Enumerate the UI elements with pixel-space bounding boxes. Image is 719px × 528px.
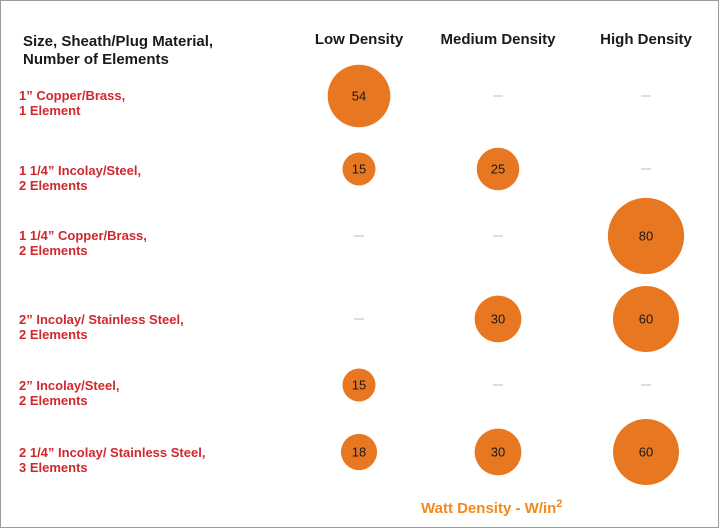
row-label-line: 1 Element — [19, 103, 81, 118]
bubble — [342, 368, 376, 402]
row-label-line: 2 Elements — [19, 178, 88, 193]
bubble-value-label: 80 — [639, 229, 653, 244]
row-label-line: 2 1/4” Incolay/ Stainless Steel, — [19, 445, 206, 460]
bubble — [327, 64, 391, 128]
value-axis-label-superscript: 2 — [556, 498, 563, 510]
bubble-value-label: 60 — [639, 312, 653, 327]
bubble-value-label: 60 — [639, 445, 653, 460]
bubble — [607, 197, 685, 275]
row-label: 2” Incolay/Steel, 2 Elements — [19, 378, 119, 408]
row-label: 1” Copper/Brass, 1 Element — [19, 88, 125, 118]
bubble — [340, 433, 378, 471]
row-label-line: 1” Copper/Brass, — [19, 88, 126, 103]
row-header-line-2: Number of Elements — [23, 51, 169, 68]
row-label: 1 1/4” Incolay/Steel, 2 Elements — [19, 163, 141, 193]
bubble-value-label: 18 — [352, 445, 366, 460]
row-label-line: 2 Elements — [19, 393, 88, 408]
row-label: 2” Incolay/ Stainless Steel, 2 Elements — [19, 312, 184, 342]
row-label-line: 2” Incolay/Steel, — [19, 378, 120, 393]
row-header: Size, Sheath/Plug Material, Number of El… — [23, 33, 213, 69]
bubble-value-label: 30 — [491, 312, 505, 327]
row-label: 2 1/4” Incolay/ Stainless Steel, 3 Elemen… — [19, 445, 205, 475]
row-label: 1 1/4” Copper/Brass, 2 Elements — [19, 228, 147, 258]
bubble — [476, 147, 520, 191]
column-header-medium-density: Medium Density — [440, 31, 556, 48]
row-label-line: 2 Elements — [19, 327, 88, 342]
bubble — [474, 428, 522, 476]
column-header-low-density: Low Density — [314, 31, 404, 48]
bubble — [474, 295, 522, 343]
bubble — [613, 419, 679, 485]
row-label-line: 1 1/4” Incolay/Steel, — [19, 163, 142, 178]
column-header-high-density: High Density — [600, 31, 692, 48]
value-axis-label: Watt Density - W/in2 — [421, 498, 562, 517]
bubble-value-label: 30 — [491, 445, 505, 460]
row-label-line: 3 Elements — [19, 460, 88, 475]
row-label-line: 1 1/4” Copper/Brass, — [19, 228, 147, 243]
bubble-value-label: 15 — [352, 378, 366, 393]
row-label-line: 2” Incolay/ Stainless Steel, — [19, 312, 184, 327]
bubble — [613, 286, 679, 352]
row-label-line: 2 Elements — [19, 243, 88, 258]
bubble-value-label: 54 — [352, 89, 366, 104]
bubble-value-label: 15 — [352, 162, 366, 177]
bubble — [342, 152, 376, 186]
row-header-line-1: Size, Sheath/Plug Material, — [23, 33, 214, 50]
value-axis-label-text: Watt Density - W/in — [421, 500, 557, 517]
bubble-value-label: 25 — [491, 162, 505, 177]
